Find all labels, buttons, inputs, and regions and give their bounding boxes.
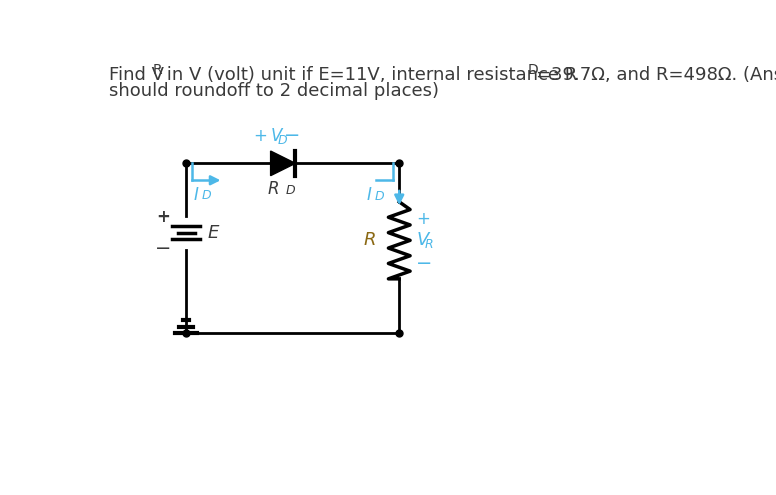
Text: −: − [154, 239, 171, 257]
Text: R: R [153, 63, 162, 77]
Text: D: D [528, 63, 539, 77]
Text: V: V [271, 127, 282, 145]
Polygon shape [271, 151, 296, 176]
Text: R: R [363, 231, 376, 249]
Text: D: D [375, 190, 384, 202]
Text: V: V [416, 231, 428, 249]
Text: +: + [156, 208, 170, 226]
Text: −: − [416, 254, 433, 273]
Text: in V (volt) unit if E=11V, internal resistance R: in V (volt) unit if E=11V, internal resi… [161, 65, 577, 84]
Text: D: D [286, 184, 295, 197]
Text: −: − [284, 126, 300, 145]
Text: D: D [278, 134, 287, 147]
Text: =39.7Ω, and R=498Ω. (Answer: =39.7Ω, and R=498Ω. (Answer [535, 65, 776, 84]
Text: E: E [208, 224, 219, 242]
Text: +: + [416, 210, 430, 228]
Text: D: D [202, 189, 211, 202]
Text: +: + [253, 127, 267, 145]
Text: R: R [424, 238, 434, 250]
Text: I: I [194, 187, 199, 204]
Text: Find V: Find V [109, 65, 164, 84]
Text: I: I [367, 187, 372, 204]
Text: R: R [268, 180, 279, 198]
Text: should roundoff to 2 decimal places): should roundoff to 2 decimal places) [109, 82, 438, 99]
